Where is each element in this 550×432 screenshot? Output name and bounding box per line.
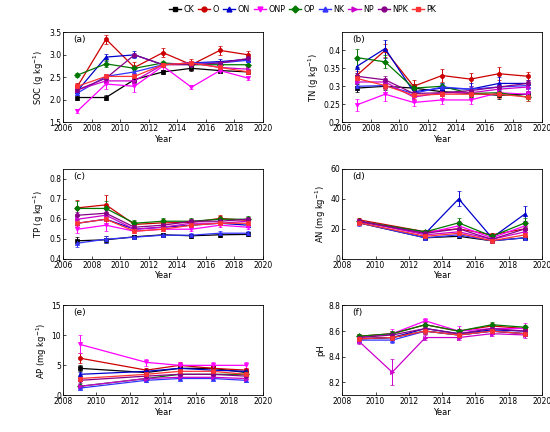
X-axis label: Year: Year (433, 135, 451, 144)
Text: (f): (f) (353, 308, 362, 317)
Text: (d): (d) (353, 172, 365, 181)
X-axis label: Year: Year (154, 408, 172, 417)
X-axis label: Year: Year (154, 135, 172, 144)
Y-axis label: AP (mg kg$^{-1}$): AP (mg kg$^{-1}$) (34, 322, 49, 378)
Text: (c): (c) (73, 172, 85, 181)
Y-axis label: AN (mg kg$^{-1}$): AN (mg kg$^{-1}$) (314, 185, 328, 243)
Y-axis label: TP (g kg$^{-1}$): TP (g kg$^{-1}$) (32, 190, 46, 238)
Y-axis label: SOC (g kg$^{-1}$): SOC (g kg$^{-1}$) (32, 50, 46, 105)
Text: (e): (e) (73, 308, 86, 317)
Text: (a): (a) (73, 35, 86, 44)
Text: (b): (b) (353, 35, 365, 44)
X-axis label: Year: Year (433, 408, 451, 417)
Y-axis label: TN (g kg$^{-1}$): TN (g kg$^{-1}$) (306, 53, 321, 102)
Y-axis label: pH: pH (316, 344, 326, 356)
X-axis label: Year: Year (154, 271, 172, 280)
Legend: CK, O, ON, ONP, OP, NK, NP, NPK, PK: CK, O, ON, ONP, OP, NK, NP, NPK, PK (168, 4, 437, 15)
X-axis label: Year: Year (433, 271, 451, 280)
